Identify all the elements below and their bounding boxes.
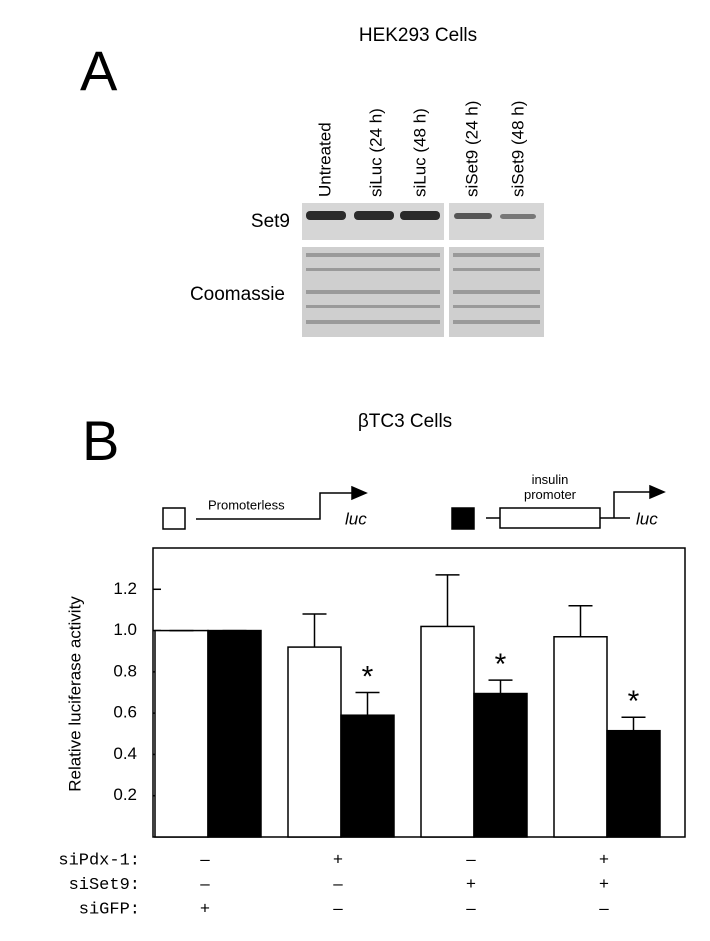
blot (302, 203, 544, 337)
chart-title: βTC3 Cells (358, 411, 452, 432)
condition-value: + (200, 898, 210, 917)
y-tick-label: 0.4 (113, 744, 137, 763)
condition-value: – (466, 898, 476, 917)
legend-label: Promoterless (208, 497, 285, 512)
bar (606, 729, 661, 838)
condition-label: siSet9: (69, 876, 140, 895)
row-label: Coomassie (190, 284, 285, 305)
legend-label: insulin promoter (524, 472, 577, 502)
legend (162, 484, 666, 530)
error-bar (488, 679, 513, 694)
significance-marker: * (628, 685, 640, 718)
panel-label: B (82, 409, 119, 472)
condition-value: – (333, 874, 343, 893)
lane-label: siSet9 (48 h) (508, 101, 527, 197)
condition-value: + (599, 874, 609, 893)
error-bar (568, 605, 593, 637)
condition-value: – (599, 898, 609, 917)
condition-value: – (200, 874, 210, 893)
error-bar (621, 716, 646, 731)
significance-marker: * (362, 660, 374, 693)
bar (340, 714, 395, 838)
bar (207, 629, 262, 838)
error-bar (355, 691, 380, 716)
condition-value: – (333, 898, 343, 917)
y-tick-label: 1.2 (113, 579, 137, 598)
lane-label: siLuc (48 h) (410, 108, 429, 197)
panel-label: A (80, 39, 118, 102)
y-tick-label: 0.8 (113, 661, 137, 680)
significance-marker: * (495, 648, 507, 681)
plot-frame (152, 547, 686, 838)
y-tick-label: 0.6 (113, 703, 137, 722)
bar (553, 636, 608, 838)
lane-label: siLuc (24 h) (366, 108, 385, 197)
bar (287, 646, 342, 838)
y-tick-label: 0.2 (113, 785, 137, 804)
bar (154, 629, 209, 838)
y-axis-label: Relative luciferase activity (65, 596, 84, 792)
lane-label: Untreated (315, 122, 334, 197)
condition-value: + (599, 849, 609, 868)
error-bar (435, 574, 460, 627)
legend-gene: luc (345, 509, 367, 528)
condition-label: siGFP: (79, 900, 140, 919)
y-tick-label: 1.0 (113, 620, 137, 639)
bar (420, 625, 475, 838)
bar (473, 692, 528, 838)
error-bar (302, 613, 327, 648)
condition-value: + (466, 874, 476, 893)
legend-gene: luc (636, 509, 658, 528)
condition-value: + (333, 849, 343, 868)
condition-value: – (200, 849, 210, 868)
condition-label: siPdx-1: (58, 851, 140, 870)
condition-value: – (466, 849, 476, 868)
panel-title: HEK293 Cells (359, 25, 477, 46)
lane-label: siSet9 (24 h) (462, 101, 481, 197)
row-label: Set9 (251, 211, 290, 232)
